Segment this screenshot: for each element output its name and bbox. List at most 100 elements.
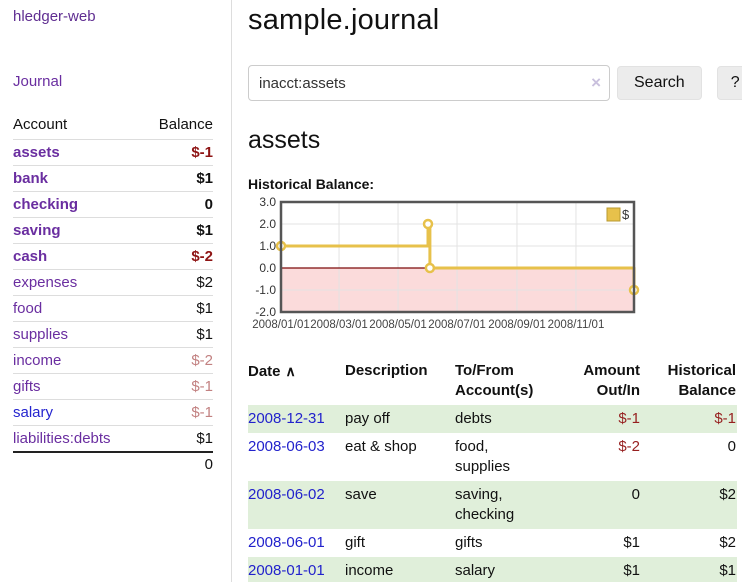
svg-text:2008/05/01: 2008/05/01 xyxy=(369,319,427,331)
app-brand: hledger-web xyxy=(13,8,213,26)
svg-text:0.0: 0.0 xyxy=(259,261,276,275)
account-balance: $2 xyxy=(141,269,213,296)
account-row: supplies $1 xyxy=(13,321,213,348)
search-input[interactable] xyxy=(248,65,610,101)
clear-search-icon[interactable]: × xyxy=(591,73,601,92)
register-header-date[interactable]: Date ∧ xyxy=(248,363,296,380)
svg-text:2.0: 2.0 xyxy=(259,217,276,231)
accounts-total-value: 0 xyxy=(141,451,213,477)
account-link[interactable]: liabilities:debts xyxy=(13,430,111,447)
transaction-description: income xyxy=(345,562,394,579)
transaction-amount: $1 xyxy=(623,562,640,579)
transaction-amount: $-2 xyxy=(618,438,640,455)
transaction-date-link[interactable]: 2008-06-01 xyxy=(248,534,325,551)
account-link[interactable]: supplies xyxy=(13,326,69,343)
accounts-header-balance: Balance xyxy=(158,116,213,133)
svg-text:-2.0: -2.0 xyxy=(255,305,276,319)
account-row: bank $1 xyxy=(13,165,213,192)
historical-balance-chart: $3.0 2.0 1.0 0.0 -1.0 -2.0 2008/01/01 2008/03/0… xyxy=(248,195,742,342)
accounts-total-row: 0 xyxy=(13,451,213,477)
account-link[interactable]: food xyxy=(13,300,43,317)
transaction-balance: $2 xyxy=(719,486,736,503)
register-table: Date ∧ Description To/From Account(s) Amount… xyxy=(248,359,737,582)
account-row: cash $-2 xyxy=(13,243,213,270)
transaction-description: gift xyxy=(345,534,366,551)
account-row: gifts $-1 xyxy=(13,373,213,400)
account-link[interactable]: expenses xyxy=(13,274,78,291)
account-balance: $1 xyxy=(141,295,213,322)
search-form: × Search ? xyxy=(248,65,742,101)
sidebar: hledger-web Journal Account Balance asse… xyxy=(0,0,232,582)
account-link[interactable]: bank xyxy=(13,170,49,187)
transaction-amount: $1 xyxy=(623,534,640,551)
transaction-accounts: saving, checking xyxy=(455,486,515,523)
app-brand-link[interactable]: hledger-web xyxy=(13,8,96,25)
account-balance: $1 xyxy=(141,425,213,452)
account-link[interactable]: salary xyxy=(13,404,54,421)
transaction-description: eat & shop xyxy=(345,438,417,455)
account-row: saving $1 xyxy=(13,217,213,244)
search-button[interactable]: Search xyxy=(617,66,702,100)
account-balance: $-2 xyxy=(141,243,213,270)
transaction-balance: $1 xyxy=(719,562,736,579)
account-row: assets $-1 xyxy=(13,139,213,166)
transaction-balance: $-1 xyxy=(714,410,736,427)
account-balance: $-1 xyxy=(141,373,213,400)
transaction-amount: $-1 xyxy=(618,410,640,427)
account-row: salary $-1 xyxy=(13,399,213,426)
transaction-accounts: debts xyxy=(455,410,492,427)
account-balance: $1 xyxy=(141,217,213,244)
sidebar-nav: Journal xyxy=(13,73,213,91)
account-link[interactable]: assets xyxy=(13,144,60,161)
accounts-header-account: Account xyxy=(13,116,68,133)
svg-text:3.0: 3.0 xyxy=(259,197,276,209)
account-balance: $-1 xyxy=(141,139,213,166)
register-header-amount-out-in: Amount Out/In xyxy=(583,362,640,399)
chart-title: Historical Balance: xyxy=(248,176,375,192)
account-row: food $1 xyxy=(13,295,213,322)
account-link[interactable]: gifts xyxy=(13,378,41,395)
account-balance: 0 xyxy=(141,191,213,218)
sort-ascending-icon[interactable]: ∧ xyxy=(285,363,296,379)
account-row: liabilities:debts $1 xyxy=(13,425,213,452)
account-heading: assets xyxy=(248,126,321,154)
svg-text:2008/09/01: 2008/09/01 xyxy=(488,319,546,331)
transaction-row: 2008-06-01 gift gifts $1 $2 xyxy=(248,529,737,557)
sidebar-item-journal[interactable]: Journal xyxy=(13,73,63,90)
account-balance: $-1 xyxy=(141,399,213,426)
transaction-row: 2008-01-01 income salary $1 $1 xyxy=(248,557,737,582)
register-header-description: Description xyxy=(345,362,428,379)
svg-text:2008/03/01: 2008/03/01 xyxy=(310,319,368,331)
transaction-accounts: food, supplies xyxy=(455,438,511,475)
account-link[interactable]: cash xyxy=(13,248,48,265)
svg-text:2008/11/01: 2008/11/01 xyxy=(548,319,605,331)
page-title: sample.journal xyxy=(248,4,440,36)
transaction-row: 2008-12-31 pay off debts $-1 $-1 xyxy=(248,405,737,433)
transaction-date-link[interactable]: 2008-06-03 xyxy=(248,438,325,455)
account-link[interactable]: saving xyxy=(13,222,61,239)
legend-swatch xyxy=(606,207,621,222)
transaction-date-link[interactable]: 2008-01-01 xyxy=(248,562,325,579)
transaction-date-link[interactable]: 2008-06-02 xyxy=(248,486,325,503)
transaction-balance: 0 xyxy=(727,438,736,455)
transaction-date-link[interactable]: 2008-12-31 xyxy=(248,410,325,427)
account-link[interactable]: income xyxy=(13,352,62,369)
register-header-historical-balance: Historical Balance xyxy=(667,362,736,399)
accounts-table: Account Balance assets $-1 bank $1 checking 0… xyxy=(13,113,213,477)
transaction-row: 2008-06-03 eat & shop food, supplies $-2 0 xyxy=(248,433,737,481)
help-button[interactable]: ? xyxy=(716,66,742,100)
search-input-wrap: × xyxy=(248,65,610,101)
account-row: checking 0 xyxy=(13,191,213,218)
register-header-to-from-account-s-: To/From Account(s) xyxy=(455,362,534,399)
legend-label: $ xyxy=(622,207,630,222)
transaction-description: save xyxy=(345,486,377,503)
main-content: sample.journal × Search ? assets Histori… xyxy=(232,0,742,582)
account-balance: $-2 xyxy=(141,347,213,374)
transaction-accounts: salary xyxy=(455,562,496,579)
account-balance: $1 xyxy=(141,165,213,192)
account-row: income $-2 xyxy=(13,347,213,374)
transaction-accounts: gifts xyxy=(455,534,483,551)
account-link[interactable]: checking xyxy=(13,196,79,213)
svg-text:1.0: 1.0 xyxy=(259,239,276,253)
